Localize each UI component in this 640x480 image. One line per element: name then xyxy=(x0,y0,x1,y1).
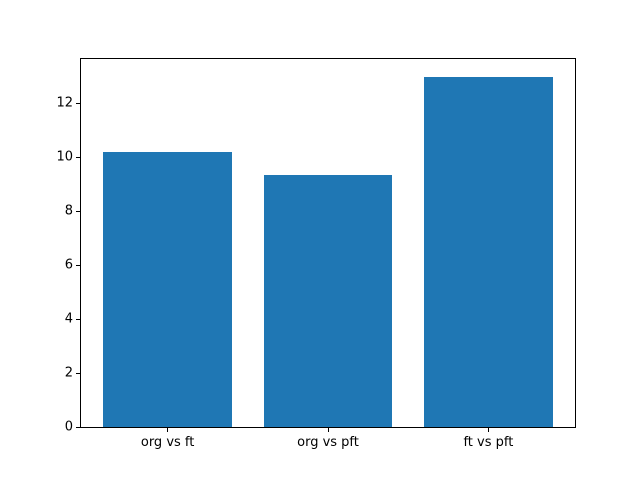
x-tick-label: org vs pft xyxy=(297,435,359,450)
y-tick xyxy=(76,156,80,158)
y-tick xyxy=(76,102,80,104)
bar xyxy=(424,76,553,427)
y-tick-label: 2 xyxy=(64,365,73,381)
y-tick-label: 12 xyxy=(56,95,73,111)
y-tick xyxy=(76,426,80,428)
bar xyxy=(263,174,393,427)
plot-area: 0 2 4 6 8 10 12 org vs ft org vs pft ft vs pft xyxy=(56,58,576,450)
y-tick-label: 0 xyxy=(64,419,73,435)
y-tick-label: 6 xyxy=(64,257,73,273)
y-tick-label: 8 xyxy=(64,203,73,219)
x-tick-label: ft vs pft xyxy=(463,435,514,450)
y-tick xyxy=(76,318,80,320)
y-tick-label: 10 xyxy=(56,149,73,165)
y-tick xyxy=(76,372,80,374)
x-tick xyxy=(327,428,329,432)
y-tick xyxy=(76,210,80,212)
x-tick xyxy=(487,428,489,432)
bar xyxy=(103,152,232,427)
x-tick xyxy=(167,428,169,432)
x-tick-label: org vs ft xyxy=(140,435,195,450)
y-tick xyxy=(76,264,80,266)
y-tick-label: 4 xyxy=(64,311,73,327)
